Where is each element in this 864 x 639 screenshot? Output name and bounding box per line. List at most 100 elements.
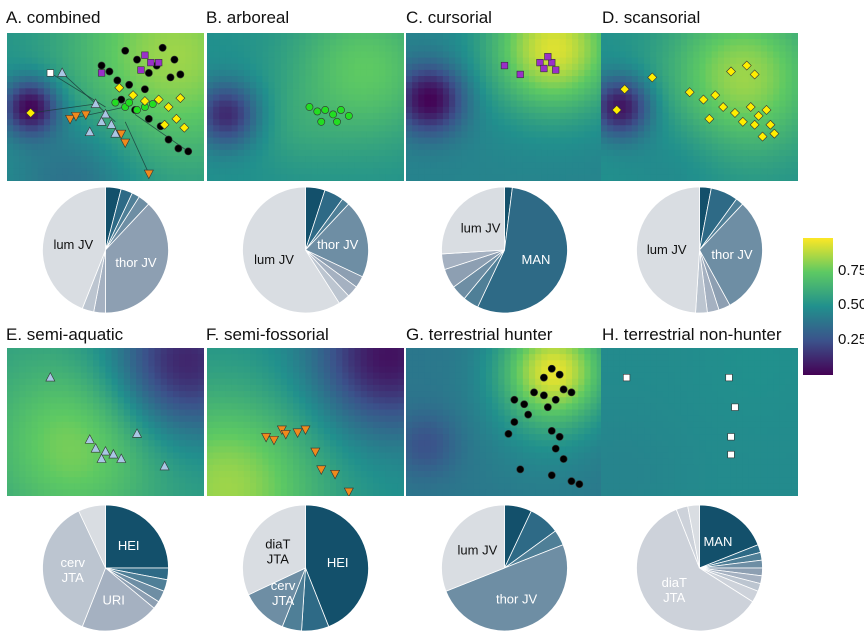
heatmap-cell bbox=[360, 162, 368, 169]
heatmap-cell bbox=[693, 119, 700, 126]
heatmap-cell bbox=[136, 440, 143, 447]
heatmap-cell bbox=[373, 409, 380, 417]
heatmap-cell bbox=[142, 489, 150, 496]
heatmap-cell bbox=[160, 69, 168, 77]
heatmap-cell bbox=[262, 372, 270, 380]
heatmap-cell bbox=[711, 57, 719, 65]
heatmap-cell bbox=[485, 57, 493, 65]
heatmap-cell bbox=[262, 458, 270, 466]
heatmap-cell bbox=[207, 378, 214, 386]
heatmap-cell bbox=[317, 372, 325, 380]
marker-arboreal bbox=[337, 106, 345, 114]
heatmap-cell bbox=[31, 143, 39, 151]
heatmap-cell bbox=[767, 137, 774, 145]
heatmap-cell bbox=[293, 88, 300, 96]
heatmap-cell bbox=[336, 33, 343, 40]
heatmap-cell bbox=[191, 360, 199, 368]
heatmap-cell bbox=[191, 421, 199, 429]
heatmap-cell bbox=[662, 162, 670, 169]
heatmap-cell bbox=[385, 156, 393, 163]
heatmap-cell bbox=[197, 63, 204, 71]
heatmap-cell bbox=[736, 33, 744, 40]
heatmap-cell bbox=[274, 39, 282, 46]
heatmap-cell bbox=[748, 45, 756, 53]
heatmap-cell bbox=[31, 434, 39, 441]
heatmap-cell bbox=[680, 131, 688, 139]
heatmap-cell bbox=[50, 112, 57, 120]
heatmap-cell bbox=[225, 477, 233, 484]
heatmap-cell bbox=[330, 69, 337, 77]
heatmap-cell bbox=[336, 69, 343, 77]
heatmap-cell bbox=[50, 403, 57, 411]
heatmap-cell bbox=[25, 409, 33, 417]
heatmap-cell bbox=[430, 149, 438, 157]
heatmap-cell bbox=[185, 137, 193, 145]
heatmap-cell bbox=[231, 415, 239, 423]
heatmap-cell bbox=[336, 57, 343, 65]
heatmap-cell bbox=[280, 360, 288, 368]
heatmap-cell bbox=[19, 372, 27, 380]
heatmap-cell bbox=[80, 149, 88, 157]
heatmap-cell bbox=[86, 427, 94, 435]
heatmap-cell bbox=[449, 33, 456, 40]
heatmap-cell bbox=[166, 131, 174, 139]
heatmap-cell bbox=[293, 446, 300, 454]
heatmap-cell bbox=[711, 45, 719, 53]
heatmap-cell bbox=[191, 45, 199, 53]
heatmap-cell bbox=[607, 174, 614, 181]
heatmap-cell bbox=[105, 391, 113, 398]
heatmap-cell bbox=[391, 384, 399, 392]
heatmap-cell bbox=[535, 94, 542, 102]
heatmap-cell bbox=[62, 57, 70, 65]
heatmap-cell bbox=[379, 143, 386, 151]
heatmap-cell bbox=[185, 403, 193, 411]
heatmap-cell bbox=[360, 156, 368, 163]
heatmap-cell bbox=[330, 458, 337, 466]
heatmap-cell bbox=[516, 119, 524, 126]
heatmap-cell bbox=[717, 137, 725, 145]
heatmap-cell bbox=[50, 131, 57, 139]
heatmap-cell bbox=[656, 63, 664, 71]
heatmap-cell bbox=[412, 33, 419, 40]
heatmap-cell bbox=[225, 360, 233, 368]
heatmap-cell bbox=[231, 125, 239, 132]
heatmap-cell bbox=[479, 156, 487, 163]
heatmap-cell bbox=[779, 100, 787, 108]
heatmap-cell bbox=[572, 51, 579, 59]
heatmap-cell bbox=[25, 464, 33, 472]
heatmap-cell bbox=[111, 168, 119, 176]
heatmap-cell bbox=[699, 63, 707, 71]
heatmap-cell bbox=[430, 33, 438, 40]
heatmap-cell bbox=[62, 137, 70, 145]
heatmap-cell bbox=[705, 162, 713, 169]
heatmap-cell bbox=[173, 434, 180, 441]
heatmap-cell bbox=[323, 137, 331, 145]
heatmap-cell bbox=[50, 348, 57, 355]
heatmap-cell bbox=[305, 415, 313, 423]
heatmap-cell bbox=[13, 33, 20, 40]
heatmap-cell bbox=[366, 94, 374, 102]
heatmap-cell bbox=[391, 458, 399, 466]
heatmap-cell bbox=[213, 76, 220, 83]
heatmap-cell bbox=[173, 51, 180, 59]
heatmap-cell bbox=[250, 477, 257, 484]
marker-cursorial bbox=[516, 70, 524, 79]
heatmap-cell bbox=[93, 94, 100, 102]
heatmap-cell bbox=[19, 119, 27, 126]
heatmap-cell bbox=[262, 106, 270, 114]
heatmap-cell bbox=[250, 69, 257, 77]
heatmap-cell bbox=[37, 409, 45, 417]
heatmap-cell bbox=[225, 149, 233, 157]
heatmap-cell bbox=[607, 57, 614, 65]
heatmap-cell bbox=[243, 434, 251, 441]
heatmap-cell bbox=[596, 106, 603, 114]
heatmap-cell bbox=[117, 446, 125, 454]
heatmap-cell bbox=[142, 464, 150, 472]
heatmap-cell bbox=[299, 69, 306, 77]
heatmap-cell bbox=[37, 446, 45, 454]
heatmap-cell bbox=[510, 106, 518, 114]
heatmap-cell bbox=[299, 76, 306, 83]
heatmap-cell bbox=[373, 168, 380, 176]
heatmap-cell bbox=[674, 69, 682, 77]
heatmap-cell bbox=[418, 88, 426, 96]
